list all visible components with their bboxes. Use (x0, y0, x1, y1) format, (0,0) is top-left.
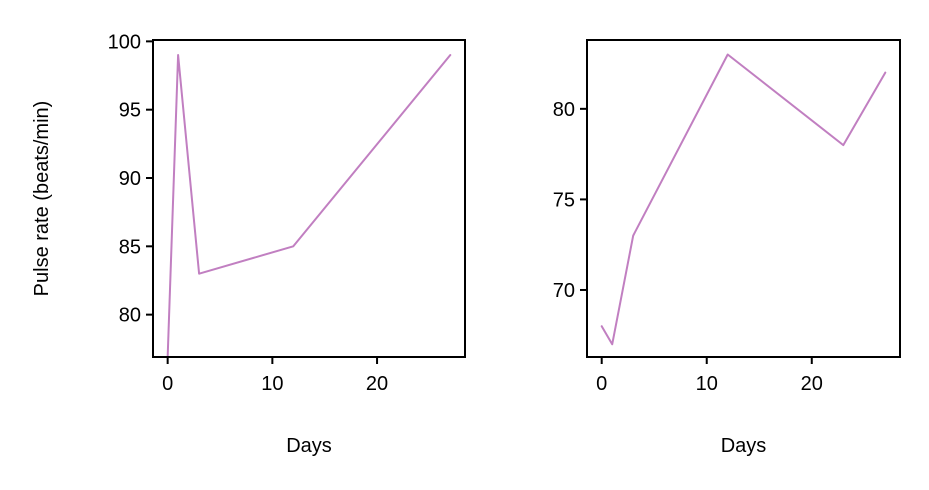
x-tick-label: 20 (366, 373, 388, 395)
left-panel: 0 10 20 80 85 90 95 100 Days Pulse rate (beats/mi… (31, 31, 466, 457)
y-tick-label: 75 (553, 189, 575, 211)
plot-frame (586, 39, 901, 358)
y-tick-label: 80 (119, 305, 141, 327)
series-line (600, 53, 887, 346)
y-tick-label: 90 (119, 168, 141, 190)
y-tick-label: 80 (553, 99, 575, 121)
y-axis-label: Pulse rate (beats/min) (31, 101, 53, 297)
y-tick-label: 100 (108, 31, 141, 53)
y-tick-label: 95 (119, 100, 141, 122)
x-tick-label: 10 (696, 373, 718, 395)
y-tick-label: 70 (553, 280, 575, 302)
x-tick-label: 10 (261, 373, 283, 395)
series-line (166, 54, 452, 357)
x-tick-label: 20 (801, 373, 823, 395)
x-axis-label: Days (286, 435, 332, 457)
x-tick-label: 0 (162, 373, 173, 395)
x-tick-label: 0 (596, 373, 607, 395)
y-tick-label: 85 (119, 236, 141, 258)
plot-frame (152, 39, 466, 358)
right-panel: 0 10 20 70 75 80 Days (553, 39, 901, 457)
x-axis-label: Days (721, 435, 767, 457)
